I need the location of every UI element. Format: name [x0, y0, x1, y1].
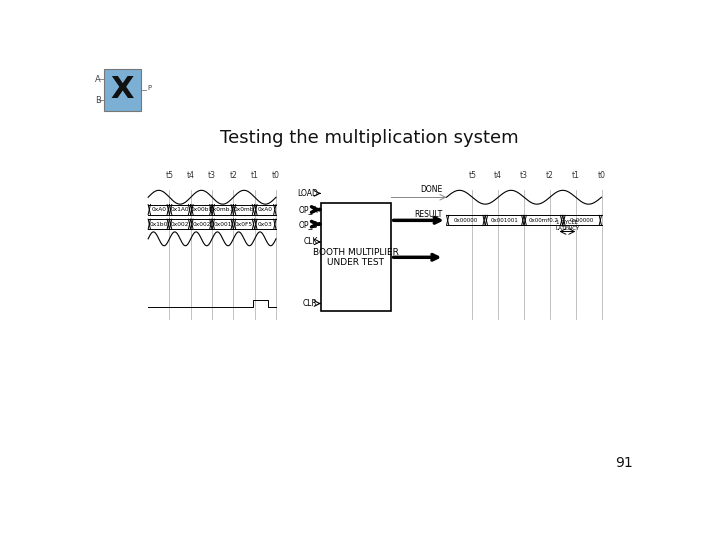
Text: CLK: CLK	[303, 238, 318, 246]
Text: A: A	[95, 75, 101, 84]
Text: t0: t0	[598, 171, 606, 180]
Text: t5: t5	[166, 171, 174, 180]
Text: OP_A: OP_A	[298, 205, 318, 214]
Text: t2: t2	[546, 171, 554, 180]
Text: RESULT: RESULT	[415, 210, 443, 219]
Text: 0x1b0: 0x1b0	[150, 222, 168, 227]
Text: OP_B: OP_B	[298, 220, 318, 229]
Text: 0x001: 0x001	[214, 222, 232, 227]
Text: DONE: DONE	[420, 185, 443, 194]
Text: 0x03: 0x03	[258, 222, 273, 227]
Text: 0x00b0: 0x00b0	[190, 207, 212, 212]
Text: BOOTH MULTIPLIER
UNDER TEST: BOOTH MULTIPLIER UNDER TEST	[313, 248, 399, 267]
Text: 0x00000: 0x00000	[570, 218, 594, 223]
Text: P: P	[148, 85, 151, 91]
Text: CLR: CLR	[303, 299, 318, 308]
Text: t3: t3	[520, 171, 528, 180]
Text: t3: t3	[208, 171, 216, 180]
Text: X: X	[111, 75, 135, 104]
Text: 0x002: 0x002	[171, 222, 189, 227]
Text: t1: t1	[251, 171, 258, 180]
Text: t4: t4	[494, 171, 502, 180]
Text: 0x0mb: 0x0mb	[234, 207, 254, 212]
Text: B: B	[95, 96, 101, 105]
Text: LOAD: LOAD	[297, 189, 318, 198]
Text: 0x0F5: 0x0F5	[235, 222, 253, 227]
Text: t0: t0	[272, 171, 280, 180]
Text: Testing the multiplication system: Testing the multiplication system	[220, 129, 518, 147]
Text: 0x0mb.2: 0x0mb.2	[210, 207, 235, 212]
Text: 0xA0: 0xA0	[258, 207, 273, 212]
Text: 0x002: 0x002	[192, 222, 211, 227]
Text: 1 CYCLE
LATENCY: 1 CYCLE LATENCY	[555, 220, 580, 231]
Text: t4: t4	[186, 171, 194, 180]
Text: t2: t2	[230, 171, 238, 180]
Text: 91: 91	[615, 456, 632, 470]
Bar	[321, 204, 391, 311]
Text: 0x001001: 0x001001	[491, 218, 518, 223]
Text: 0x00000: 0x00000	[454, 218, 478, 223]
Bar	[104, 69, 141, 111]
Text: 0x00mf0.2: 0x00mf0.2	[528, 218, 559, 223]
Text: t5: t5	[468, 171, 477, 180]
Text: 0x1A0: 0x1A0	[171, 207, 189, 212]
Text: t1: t1	[572, 171, 580, 180]
Text: 0xA0: 0xA0	[151, 207, 166, 212]
